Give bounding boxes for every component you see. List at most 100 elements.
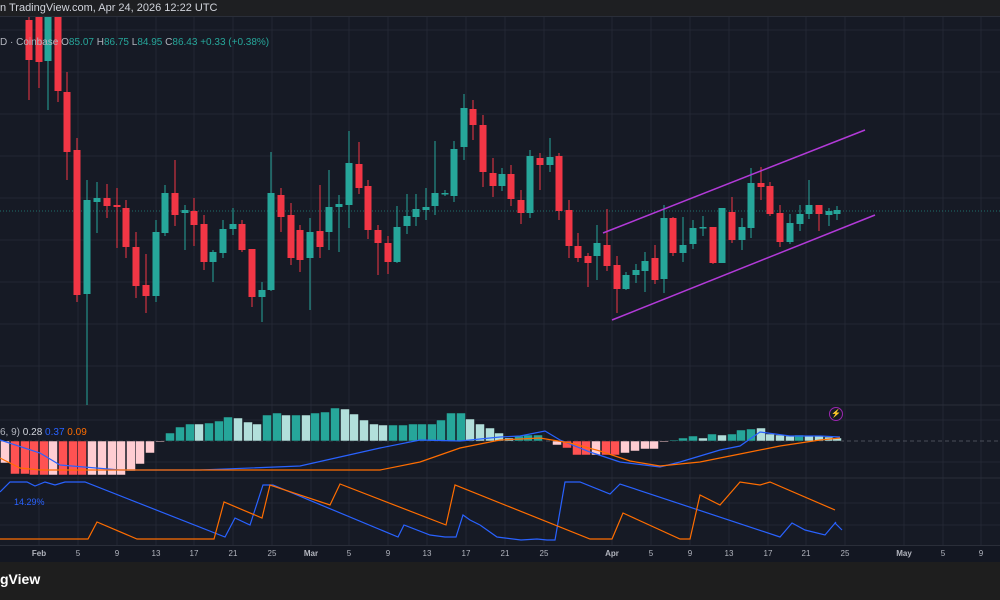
time-axis-label: 25 (267, 549, 277, 558)
candle-body (287, 215, 295, 258)
candle-body (546, 157, 554, 165)
candle-body (384, 243, 392, 262)
candle-body (83, 200, 91, 294)
macd-histogram-bar (591, 440, 601, 456)
macd-histogram-bar (398, 424, 408, 442)
candle-body (306, 232, 314, 258)
candle-body (93, 198, 101, 202)
time-axis-label: 25 (840, 549, 850, 558)
macd-histogram-bar (252, 423, 262, 442)
macd-histogram-bar (185, 423, 195, 442)
macd-histogram-bar (281, 414, 291, 442)
chart-canvas[interactable] (0, 17, 1000, 562)
candle-body (209, 252, 217, 262)
candle-body (441, 193, 449, 195)
candle-body (507, 174, 515, 199)
time-axis-label: 5 (940, 549, 946, 558)
candle-body (747, 183, 755, 228)
macd-histogram-bar (727, 433, 737, 442)
macd-histogram-bar (775, 434, 785, 442)
macd-histogram-bar (649, 440, 659, 450)
macd-histogram-bar (58, 440, 68, 476)
time-axis-label: 17 (189, 549, 199, 558)
macd-histogram-bar (262, 414, 272, 442)
candle-body (219, 229, 227, 253)
macd-histogram-bar (475, 423, 485, 442)
macd-histogram-bar (291, 414, 301, 442)
macd-histogram-bar (214, 420, 224, 442)
macd-histogram-bar (688, 435, 698, 442)
macd-histogram-bar (756, 427, 766, 442)
candle-body (393, 227, 401, 262)
time-axis-label: 17 (763, 549, 773, 558)
time-axis-label: 9 (978, 549, 984, 558)
candle-body (190, 211, 198, 225)
macd-signal-value: 0.09 (67, 427, 87, 438)
candle-body (584, 256, 592, 263)
macd-histogram-bar (456, 412, 466, 442)
time-axis-label: May (896, 549, 912, 558)
candle-body (181, 210, 189, 213)
candle-body (171, 193, 179, 215)
macd-histogram-bar (194, 423, 204, 442)
time-axis-label: 9 (114, 549, 120, 558)
brand-logo-text: gView (0, 571, 41, 587)
low-value: 84.95 (137, 37, 163, 48)
lightning-icon[interactable]: ⚡ (829, 407, 843, 421)
candle-body (555, 156, 563, 211)
candle-body (728, 212, 736, 240)
macd-histogram-bar (678, 437, 688, 442)
time-axis-label: 13 (724, 549, 734, 558)
candle-body (796, 214, 804, 224)
macd-histogram-bar (77, 440, 87, 476)
candle-body (460, 108, 468, 147)
macd-histogram-bar (707, 433, 717, 442)
time-axis-label: 21 (500, 549, 510, 558)
candle-body (277, 195, 285, 217)
candle-body (632, 270, 640, 275)
candle-body (613, 265, 621, 289)
candle-body (258, 290, 266, 297)
candle-body (63, 92, 71, 152)
macd-histogram-bar (0, 440, 10, 464)
candle-body (355, 164, 363, 188)
time-axis-label: Mar (303, 549, 319, 558)
macd-histogram-bar (204, 422, 214, 442)
candle-body (73, 150, 81, 295)
channel-lower-line (611, 214, 876, 321)
macd-histogram-bar (378, 424, 388, 442)
candle-body (248, 249, 256, 297)
macd-params: 6, 9) (0, 427, 21, 438)
chart-area[interactable]: D · Coinbase O85.07 H86.75 L84.95 C86.43… (0, 17, 1000, 562)
candle-body (593, 243, 601, 256)
candle-body (267, 193, 275, 290)
macd-histogram-bar (145, 440, 155, 454)
macd-histogram-bar (698, 437, 708, 442)
candle-body (738, 227, 746, 240)
macd-histogram-bar (165, 432, 175, 442)
candle-body (431, 193, 439, 206)
macd-histogram-bar (736, 429, 746, 442)
macd-histogram-bar (369, 423, 379, 442)
candle-body (25, 20, 33, 60)
candle-body (536, 158, 544, 165)
candle-body (479, 125, 487, 172)
time-axis-label: 9 (687, 549, 693, 558)
candle-body (622, 275, 630, 289)
oscillator-orange-line (0, 481, 836, 540)
macd-legend: 6, 9) 0.28 0.37 0.09 (0, 427, 87, 438)
macd-histogram-bar (640, 440, 650, 450)
macd-histogram-bar (340, 408, 350, 442)
candle-body (345, 163, 353, 205)
time-axis[interactable]: Feb 5 9 13 17 21 25 Mar 5 9 13 17 21 25 Apr 5 9 13 17 21 25 M… (0, 545, 1000, 562)
macd-histogram-bar (320, 411, 330, 442)
candle-body (833, 210, 841, 214)
time-axis-label: 17 (461, 549, 471, 558)
macd-histogram-bar (126, 440, 136, 472)
candle-body (489, 173, 497, 186)
ohlc-legend: D · Coinbase O85.07 H86.75 L84.95 C86.43… (0, 37, 269, 48)
header-bar: n TradingView.com, Apr 24, 2026 12:22 UT… (0, 0, 1000, 17)
candle-body (229, 224, 237, 229)
candle-body (718, 208, 726, 263)
oscillator-value: 14.29% (14, 497, 45, 507)
